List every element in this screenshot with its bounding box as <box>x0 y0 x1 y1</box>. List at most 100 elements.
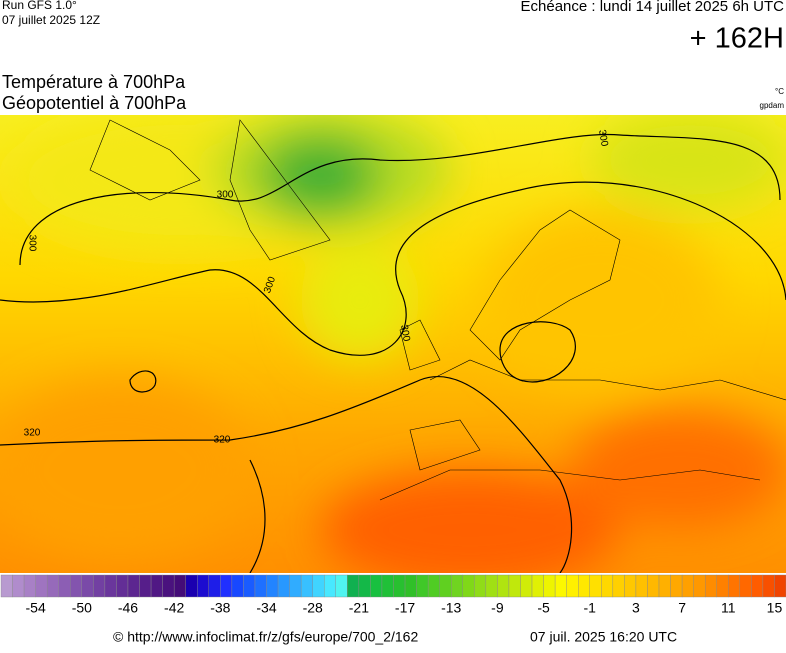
colorbar-swatch <box>670 574 683 598</box>
colorbar-swatch <box>231 574 244 598</box>
colorbar-swatch <box>612 574 625 598</box>
colorbar-swatch <box>139 574 152 598</box>
colorbar-label: 15 <box>767 600 783 616</box>
colorbar-swatch <box>566 574 579 598</box>
colorbar-swatch <box>624 574 637 598</box>
colorbar-label: 7 <box>678 600 686 616</box>
colorbar-swatch <box>35 574 48 598</box>
colorbar-swatch <box>220 574 233 598</box>
colorbar-swatch <box>93 574 106 598</box>
colorbar-swatch <box>774 574 786 598</box>
colorbar-label: -9 <box>491 600 504 616</box>
colorbar-label: -38 <box>210 600 230 616</box>
colorbar-swatch <box>647 574 660 598</box>
colorbar-label: -17 <box>395 600 415 616</box>
colorbar-swatch <box>485 574 498 598</box>
colorbar-swatch <box>520 574 533 598</box>
colorbar-swatch <box>300 574 313 598</box>
colorbar-swatch <box>704 574 717 598</box>
contour-label: 300 <box>217 190 234 201</box>
colorbar-swatch <box>197 574 209 598</box>
unit-temp: °C <box>775 87 784 96</box>
colorbar-label: -46 <box>118 600 138 616</box>
colorbar-label: -21 <box>349 600 369 616</box>
colorbar-swatch <box>393 574 406 598</box>
colorbar-swatch <box>404 574 417 598</box>
colorbar-swatch <box>762 574 775 598</box>
contour-label: 300 <box>596 129 610 148</box>
colorbar-swatch <box>208 574 221 598</box>
colorbar-swatch <box>81 574 94 598</box>
colorbar-swatch <box>70 574 83 598</box>
map <box>0 115 786 573</box>
colorbar-swatch <box>739 574 752 598</box>
colorbar-label: 11 <box>721 600 736 616</box>
lead-time: + 162H <box>690 23 784 55</box>
colorbar-swatch <box>243 574 256 598</box>
colorbar-swatch <box>324 574 336 598</box>
colorbar-swatch <box>347 574 360 598</box>
colorbar-swatch <box>462 574 475 598</box>
colorbar-swatch <box>554 574 567 598</box>
colorbar-swatch <box>578 574 590 598</box>
run-date: 07 juillet 2025 12Z <box>2 13 100 27</box>
valid-time: Echéance : lundi 14 juillet 2025 6h UTC <box>521 0 785 15</box>
colorbar-swatch <box>358 574 371 598</box>
title-line2: Géopotentiel à 700hPa <box>2 93 187 113</box>
coastlines <box>89 119 786 501</box>
colorbar-swatch <box>543 574 556 598</box>
colorbar-label: -42 <box>164 600 184 616</box>
colorbar-label: -5 <box>537 600 550 616</box>
colorbar-swatch <box>381 574 394 598</box>
footer-url: © http://www.infoclimat.fr/z/gfs/europe/… <box>113 629 418 645</box>
colorbar-label: -50 <box>72 600 92 616</box>
colorbar-swatch <box>58 574 71 598</box>
colorbar-swatch <box>531 574 544 598</box>
colorbar-label: -1 <box>584 600 597 616</box>
contour-label: 300 <box>398 324 412 343</box>
colorbar-swatch <box>12 574 25 598</box>
colorbar-label: -28 <box>303 600 323 616</box>
colorbar-label: -54 <box>26 600 46 616</box>
colorbar-swatch <box>658 574 671 598</box>
colorbar-swatch <box>335 574 348 598</box>
colorbar-swatch <box>173 574 186 598</box>
colorbar-swatch <box>127 574 140 598</box>
contour-label: 320 <box>24 428 41 439</box>
unit-geo: gpdam <box>760 101 785 110</box>
colorbar-swatch <box>266 574 279 598</box>
colorbar-swatch <box>693 574 706 598</box>
colorbar-swatch <box>589 574 602 598</box>
colorbar-swatch <box>116 574 129 598</box>
colorbar-label: -34 <box>256 600 276 616</box>
run-label: Run GFS 1.0° <box>2 0 77 12</box>
colorbar-swatch <box>508 574 521 598</box>
colorbar-swatch <box>751 574 764 598</box>
colorbar-swatch <box>23 574 36 598</box>
contours <box>0 133 786 573</box>
colorbar-swatch <box>681 574 694 598</box>
colorbar-swatch <box>185 574 198 598</box>
colorbar-swatch <box>0 574 13 598</box>
colorbar-swatch <box>277 574 290 598</box>
colorbar-swatch <box>312 574 325 598</box>
colorbar-swatch <box>728 574 741 598</box>
colorbar-swatch <box>289 574 302 598</box>
colorbar-swatch <box>46 574 59 598</box>
colorbar-label: 3 <box>632 600 640 616</box>
colorbar-swatch <box>635 574 648 598</box>
contour-label: 320 <box>214 435 231 446</box>
colorbar-label: -13 <box>441 600 461 616</box>
colorbar-swatch <box>416 574 429 598</box>
colorbar-swatch <box>601 574 614 598</box>
title-line1: Température à 700hPa <box>2 72 186 92</box>
colorbar-swatch <box>451 574 463 598</box>
colorbar-swatch <box>150 574 163 598</box>
colorbar-swatch <box>716 574 729 598</box>
colorbar-swatch <box>162 574 175 598</box>
contour-label: 300 <box>26 235 37 252</box>
colorbar-swatch <box>427 574 440 598</box>
colorbar-swatch <box>254 574 267 598</box>
colorbar-swatch <box>104 574 117 598</box>
